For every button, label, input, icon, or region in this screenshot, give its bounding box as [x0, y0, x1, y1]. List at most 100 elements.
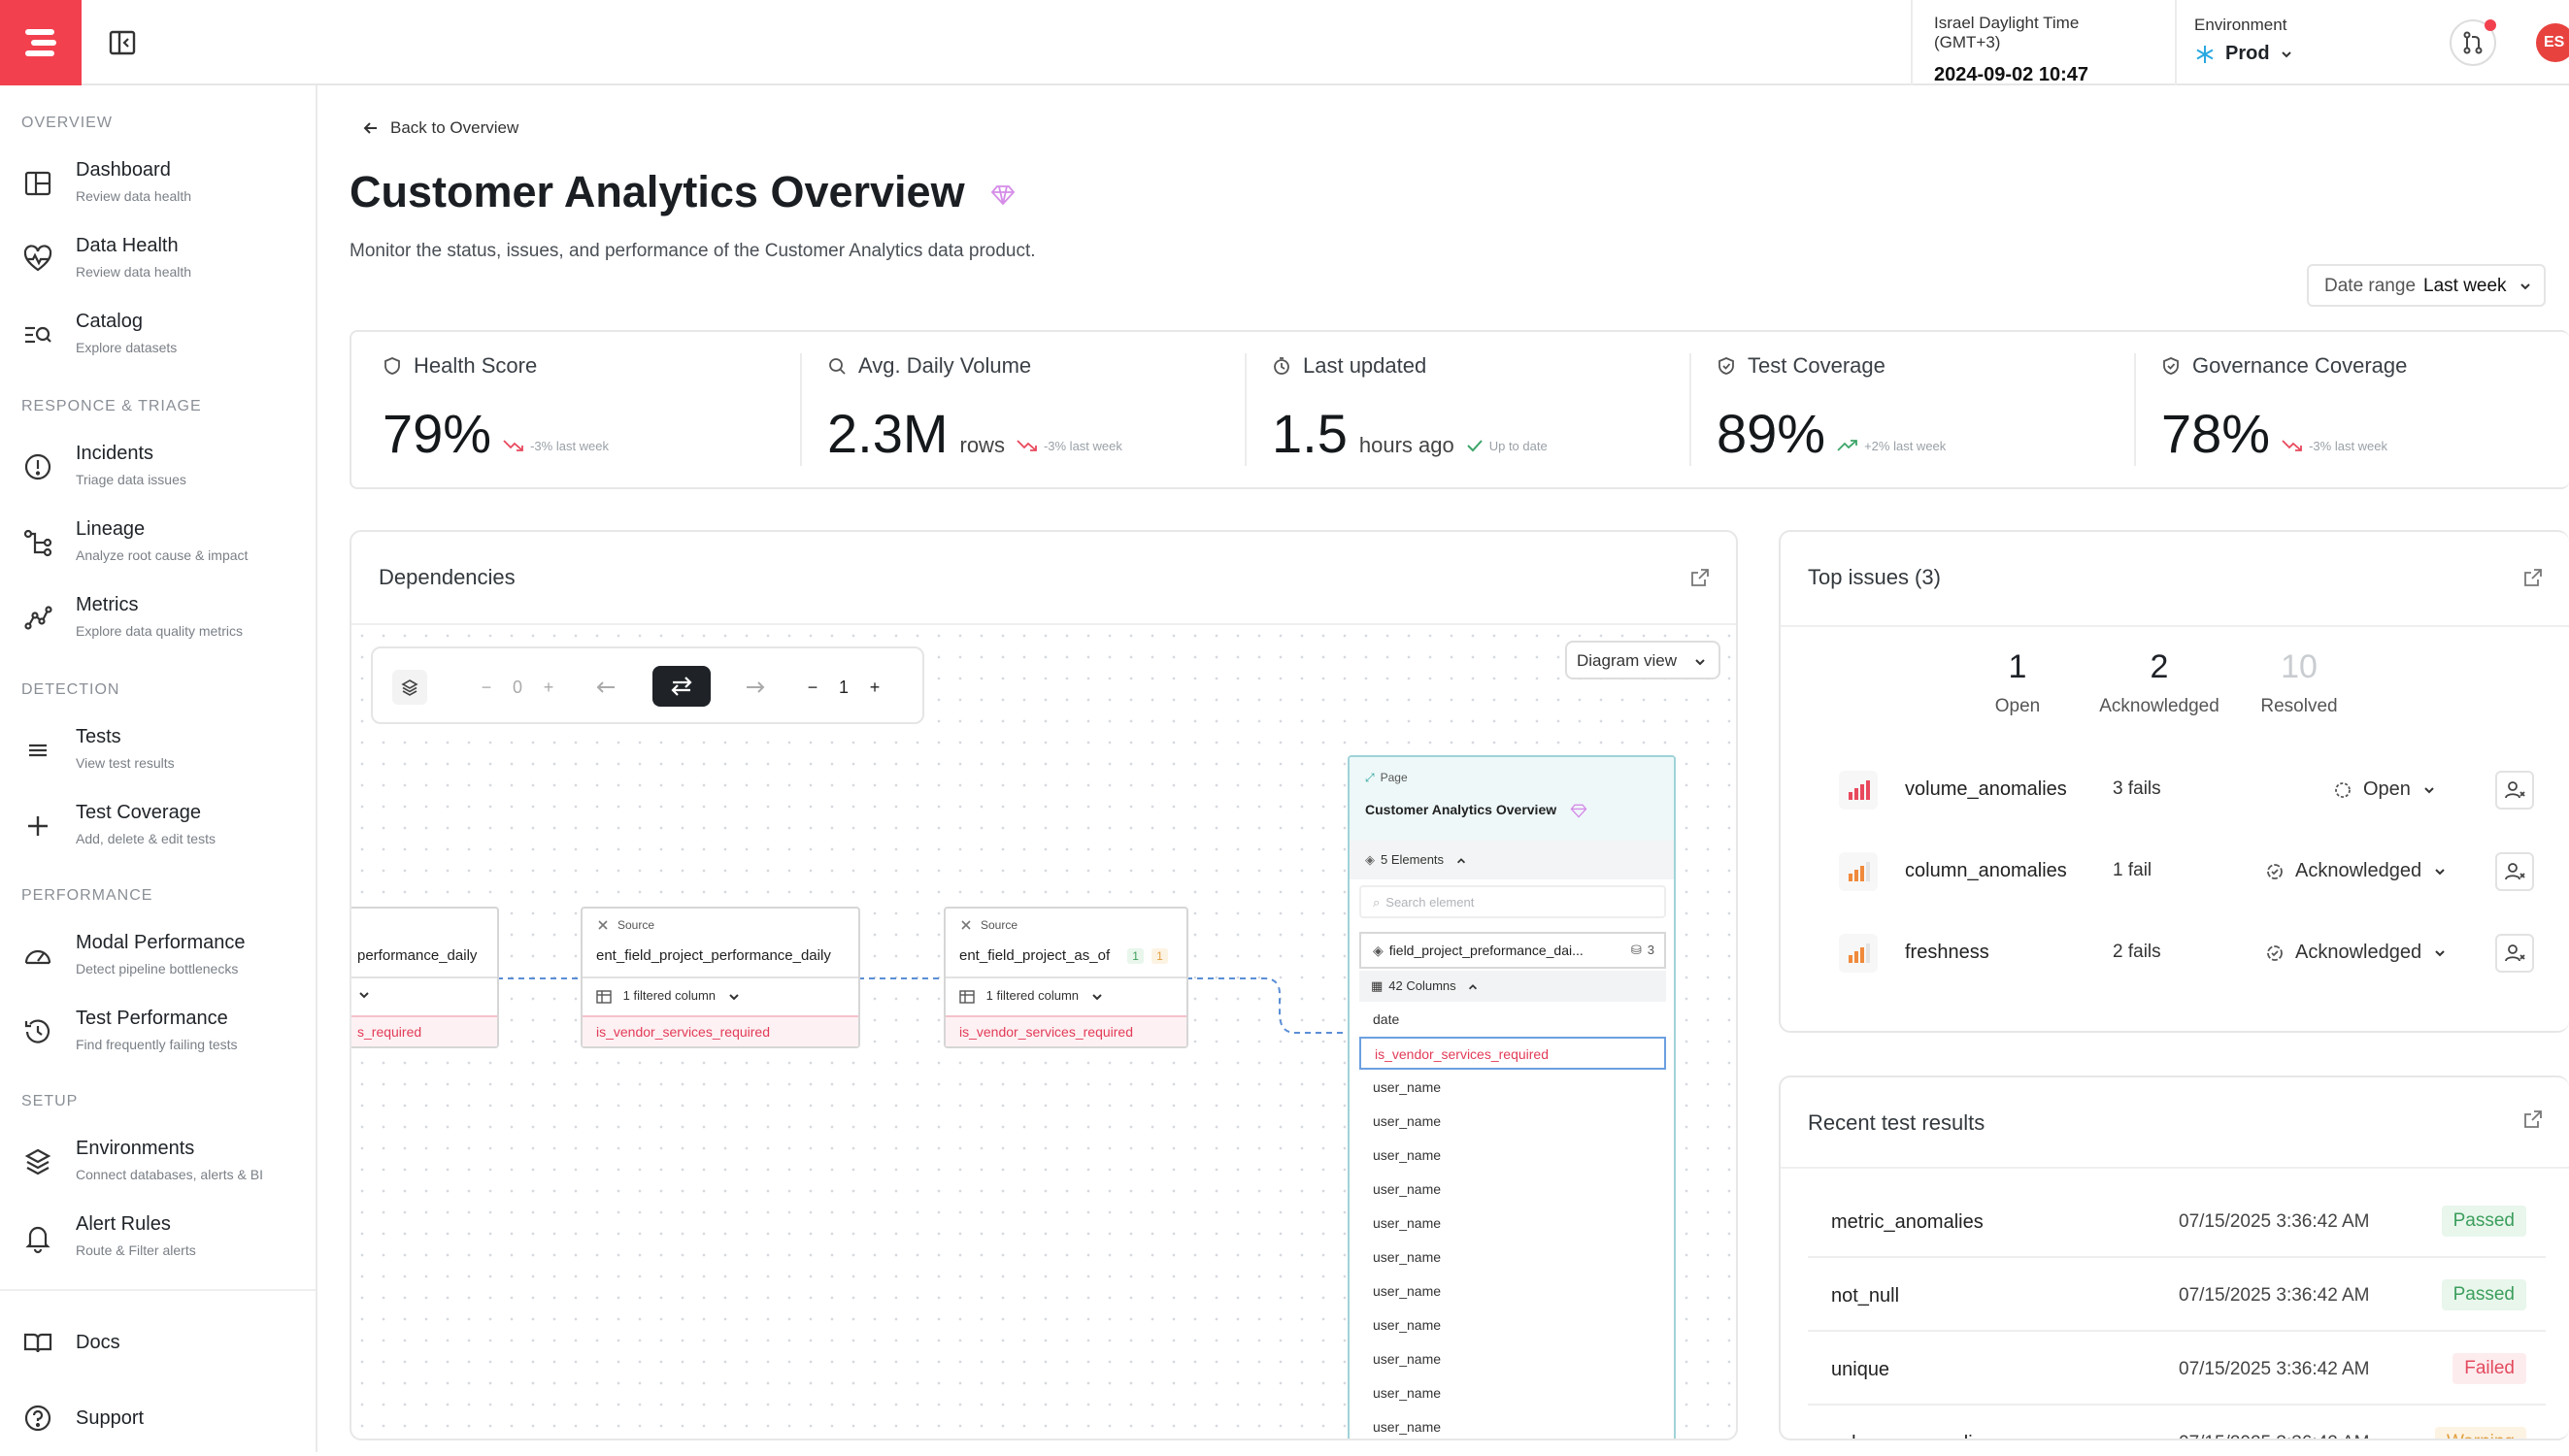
external-link-icon[interactable] [1689, 567, 1711, 588]
test-result-row[interactable]: metric_anomalies 07/15/2025 3:36:42 AM P… [1808, 1184, 2546, 1258]
count-label: Open [1994, 696, 2041, 716]
kpi-strip: Health Score 79% -3% last week Avg. Dail… [350, 330, 2569, 489]
metrics-icon [21, 602, 54, 635]
columns-toggle[interactable]: ▦ 42 Columns [1359, 971, 1666, 1002]
kpi-governance-coverage[interactable]: Governance Coverage 78% -3% last week [2130, 332, 2567, 487]
node-filter-row[interactable] [351, 976, 497, 1015]
issue-count-acknowledged[interactable]: 2 Acknowledged [2082, 648, 2237, 717]
sidebar-item-title: Lineage [76, 518, 146, 540]
test-result-row[interactable]: not_null 07/15/2025 3:36:42 AM Passed [1808, 1258, 2546, 1332]
sidebar-item-environments[interactable]: Environments Connect databases, alerts &… [0, 1132, 316, 1200]
sidebar-item-subtitle: Find frequently failing tests [76, 1037, 238, 1052]
sidebar-item-subtitle: Analyze root cause & impact [76, 547, 249, 563]
element-field-name: field_project_preformance_dai... [1388, 943, 1584, 958]
external-link-icon[interactable] [2522, 1109, 2544, 1130]
node-filter-row[interactable]: 1 filtered column [946, 976, 1186, 1015]
layers-button[interactable] [392, 670, 427, 705]
lineage-node-partial[interactable]: performance_daily s_required [351, 907, 499, 1048]
column-row[interactable]: user_name [1373, 1351, 1442, 1367]
assign-user-icon[interactable] [2495, 852, 2534, 891]
column-row[interactable]: user_name [1373, 1385, 1442, 1401]
sidebar-item-dashboard[interactable]: Dashboard Review data health [0, 153, 316, 221]
issue-row[interactable]: volume_anomalies 3 fails Open [1839, 761, 2548, 819]
assign-user-icon[interactable] [2495, 934, 2534, 973]
sidebar-item-incidents[interactable]: Incidents Triage data issues [0, 437, 316, 505]
pull-request-icon[interactable] [2450, 19, 2496, 66]
column-row[interactable]: date [1373, 1011, 1400, 1027]
column-row[interactable]: user_name [1373, 1113, 1442, 1129]
page-node-panel[interactable]: ⤢ Page Customer Analytics Overview ◈ 5 Ele… [1348, 755, 1676, 1439]
swap-direction-button[interactable] [652, 666, 711, 707]
test-result-row[interactable]: unique 07/15/2025 3:36:42 AM Failed [1808, 1332, 2546, 1406]
lineage-canvas[interactable]: − 0 + − 1 + Diagram view performance_dai… [351, 625, 1736, 1439]
plus-downstream-button[interactable]: + [869, 677, 881, 697]
column-row[interactable]: user_name [1373, 1147, 1442, 1163]
test-result-row[interactable]: volume_anomalies 07/15/2025 3:36:42 AM W… [1808, 1406, 2546, 1439]
column-row[interactable]: user_name [1373, 1419, 1442, 1435]
lineage-node-source[interactable]: Source ent_field_project_as_of 1 1 1 fil… [944, 907, 1188, 1048]
sidebar-item-title: Tests [76, 726, 121, 747]
dependencies-title: Dependencies [379, 565, 516, 589]
sidebar-item-tests[interactable]: Tests View test results [0, 720, 316, 788]
sidebar-item-alert-rules[interactable]: Alert Rules Route & Filter alerts [0, 1208, 316, 1275]
lineage-node-source[interactable]: Source ent_field_project_performance_dai… [581, 907, 860, 1048]
issue-row[interactable]: freshness 2 fails Acknowledged [1839, 924, 2548, 982]
assign-user-icon[interactable] [2495, 771, 2534, 810]
sidebar-item-catalog[interactable]: Catalog Explore datasets [0, 305, 316, 373]
test-time: 07/15/2025 3:36:42 AM [2179, 1285, 2370, 1306]
dependencies-header: Dependencies [351, 532, 1736, 625]
sidebar-item-metrics[interactable]: Metrics Explore data quality metrics [0, 588, 316, 656]
status-badge: Failed [2452, 1353, 2526, 1384]
node-filter-row[interactable]: 1 filtered column [583, 976, 858, 1015]
plus-upstream-button[interactable]: + [543, 677, 554, 697]
external-link-icon[interactable] [2522, 567, 2544, 588]
minus-upstream-button[interactable]: − [481, 677, 492, 697]
page-name-text: Customer Analytics Overview [1365, 802, 1557, 817]
sidebar-item-support[interactable]: Support [0, 1388, 316, 1456]
date-range-select[interactable]: Date range Last week [2307, 264, 2546, 307]
back-link[interactable]: Back to Overview [361, 118, 518, 138]
sidebar-item-modal-performance[interactable]: Modal Performance Detect pipeline bottle… [0, 926, 316, 994]
column-row[interactable]: user_name [1373, 1317, 1442, 1333]
issue-status-select[interactable]: Acknowledged [2266, 860, 2447, 882]
sidebar-item-data-health[interactable]: Data Health Review data health [0, 229, 316, 297]
elements-toggle[interactable]: ◈ 5 Elements [1350, 841, 1674, 879]
issue-status-select[interactable]: Acknowledged [2266, 942, 2447, 964]
diagram-view-select[interactable]: Diagram view [1565, 641, 1720, 679]
kpi-avg-daily-volume[interactable]: Avg. Daily Volume 2.3M rows -3% last week [796, 332, 1247, 487]
catalog-search-icon [21, 318, 54, 351]
sidebar-item-test-performance[interactable]: Test Performance Find frequently failing… [0, 1002, 316, 1070]
column-row[interactable]: user_name [1373, 1079, 1442, 1095]
app-logo[interactable] [0, 0, 82, 85]
column-row[interactable]: user_name [1373, 1283, 1442, 1299]
kpi-test-coverage[interactable]: Test Coverage 89% +2% last week [1685, 332, 2136, 487]
environment-selector[interactable]: Environment Prod [2175, 0, 2350, 85]
issue-count-resolved[interactable]: 10 Resolved [2221, 648, 2377, 717]
sidebar-item-lineage[interactable]: Lineage Analyze root cause & impact [0, 513, 316, 580]
minus-downstream-button[interactable]: − [807, 677, 818, 697]
element-field-row[interactable]: ◈ field_project_preformance_dai... ⛁ 3 [1359, 932, 1666, 969]
sidebar-item-docs[interactable]: Docs [0, 1312, 316, 1380]
view-select-label: Diagram view [1577, 651, 1677, 670]
trend-down-icon [1017, 439, 1038, 452]
arrow-right-icon[interactable] [736, 670, 775, 705]
issue-count-open[interactable]: 1 Open [1940, 648, 2095, 717]
trend-down-icon [2282, 439, 2303, 452]
column-row-selected[interactable]: is_vendor_services_required [1359, 1037, 1666, 1070]
column-row[interactable]: user_name [1373, 1249, 1442, 1265]
clock-icon [1272, 356, 1291, 376]
column-row[interactable]: user_name [1373, 1215, 1442, 1231]
element-search-input[interactable]: ⌕ Search element [1359, 885, 1666, 918]
node-kind: Source [981, 918, 1018, 932]
issue-status-select[interactable]: Open [2334, 778, 2436, 801]
arrow-left-icon[interactable] [586, 670, 625, 705]
user-avatar[interactable]: ES [2536, 23, 2569, 62]
column-row[interactable]: user_name [1373, 1181, 1442, 1197]
kpi-last-updated[interactable]: Last updated 1.5 hours ago Up to date [1241, 332, 1691, 487]
sidebar-item-test-coverage[interactable]: Test Coverage Add, delete & edit tests [0, 796, 316, 864]
issue-row[interactable]: column_anomalies 1 fail Acknowledged [1839, 843, 2548, 901]
kpi-health-score[interactable]: Health Score 79% -3% last week [351, 332, 802, 487]
status-acknowledged-icon [2266, 944, 2284, 962]
sidebar-toggle-icon[interactable] [107, 27, 138, 58]
page-node-kind: ⤢ Page [1365, 771, 1408, 785]
